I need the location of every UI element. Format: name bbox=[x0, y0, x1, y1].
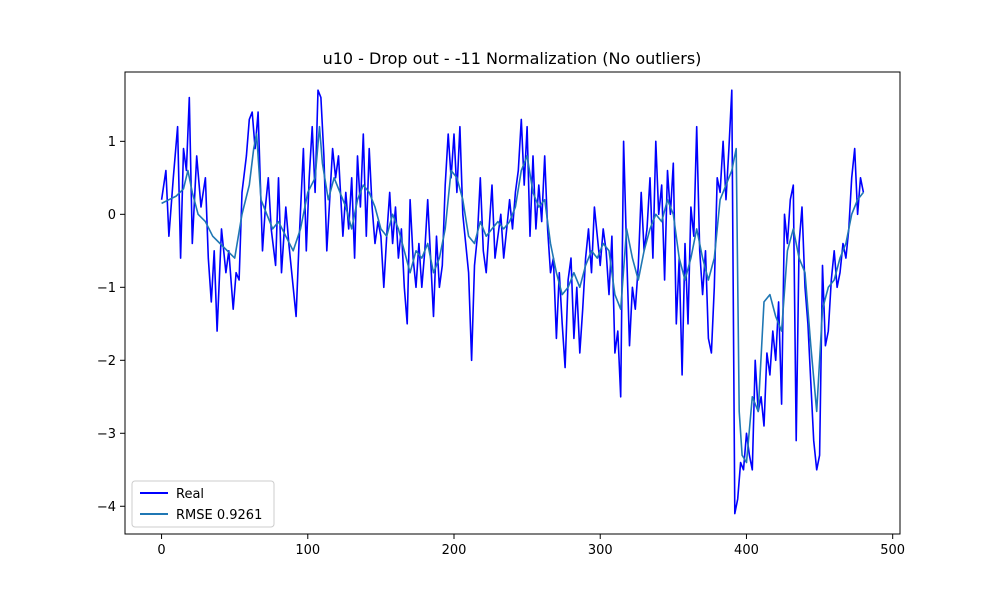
x-tick-label: 0 bbox=[157, 543, 165, 558]
x-tick-label: 300 bbox=[588, 543, 613, 558]
y-tick-label: 1 bbox=[108, 135, 116, 150]
y-tick-label: −4 bbox=[97, 500, 116, 515]
legend-label-rmse: RMSE 0.9261 bbox=[176, 508, 262, 523]
x-tick-label: 400 bbox=[734, 543, 759, 558]
chart-title: u10 - Drop out - -11 Normalization (No o… bbox=[323, 49, 702, 68]
series-layer bbox=[160, 89, 865, 515]
y-tick-label: 0 bbox=[108, 208, 116, 223]
legend: Real RMSE 0.9261 bbox=[131, 480, 275, 528]
y-tick-label: −3 bbox=[97, 427, 116, 442]
x-tick-label: 100 bbox=[295, 543, 320, 558]
legend-label-real: Real bbox=[176, 487, 204, 502]
x-tick-label: 500 bbox=[880, 543, 905, 558]
series-line-real bbox=[160, 89, 865, 515]
y-tick-label: −1 bbox=[97, 281, 116, 296]
y-axis: −4 −3 −2 −1 0 1 bbox=[97, 135, 125, 515]
y-tick-label: −2 bbox=[97, 354, 116, 369]
plot-area bbox=[124, 71, 901, 535]
x-axis: 0 100 200 300 400 500 bbox=[157, 534, 905, 558]
series-line-rmse bbox=[161, 125, 865, 464]
x-tick-label: 200 bbox=[442, 543, 467, 558]
plot-frame bbox=[124, 71, 901, 535]
